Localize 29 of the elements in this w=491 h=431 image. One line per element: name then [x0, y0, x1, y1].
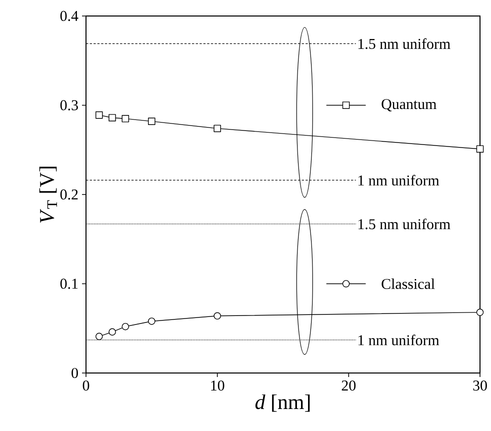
- point: [122, 322, 130, 330]
- y-tick-label: 0.1: [60, 278, 78, 289]
- point: [148, 118, 156, 125]
- ref-line-label: 1 nm uniform: [358, 334, 440, 346]
- x-tick-label: 10: [211, 380, 224, 391]
- point: [476, 308, 484, 316]
- ref-line-label: 1 nm uniform: [358, 174, 440, 186]
- x-tick-label: 0: [82, 380, 90, 391]
- y-tick-label: 0.2: [60, 189, 78, 200]
- point: [214, 312, 221, 320]
- point: [214, 124, 221, 132]
- point: [122, 115, 130, 122]
- point: [96, 332, 103, 340]
- ref-line-label: 1.5 nm uniform: [358, 218, 450, 230]
- x-axis-title: d [nm]: [255, 394, 310, 412]
- ref-line-label: 1.5 nm uniform: [358, 38, 450, 50]
- legend-label: Quantum: [382, 99, 436, 112]
- y-tick-label: 0.4: [60, 10, 78, 22]
- point: [108, 114, 116, 122]
- y-tick-label: 0: [72, 368, 78, 378]
- point: [148, 318, 156, 325]
- point: [108, 328, 116, 336]
- legend-label: Classical: [382, 278, 435, 289]
- x-tick-label: 30: [473, 380, 487, 391]
- point: [96, 111, 103, 119]
- y-axis-title: V$_{T}$ [V]: [39, 166, 57, 223]
- x-tick-label: 20: [342, 380, 356, 391]
- point: [476, 145, 484, 153]
- y-tick-label: 0.3: [60, 100, 78, 110]
